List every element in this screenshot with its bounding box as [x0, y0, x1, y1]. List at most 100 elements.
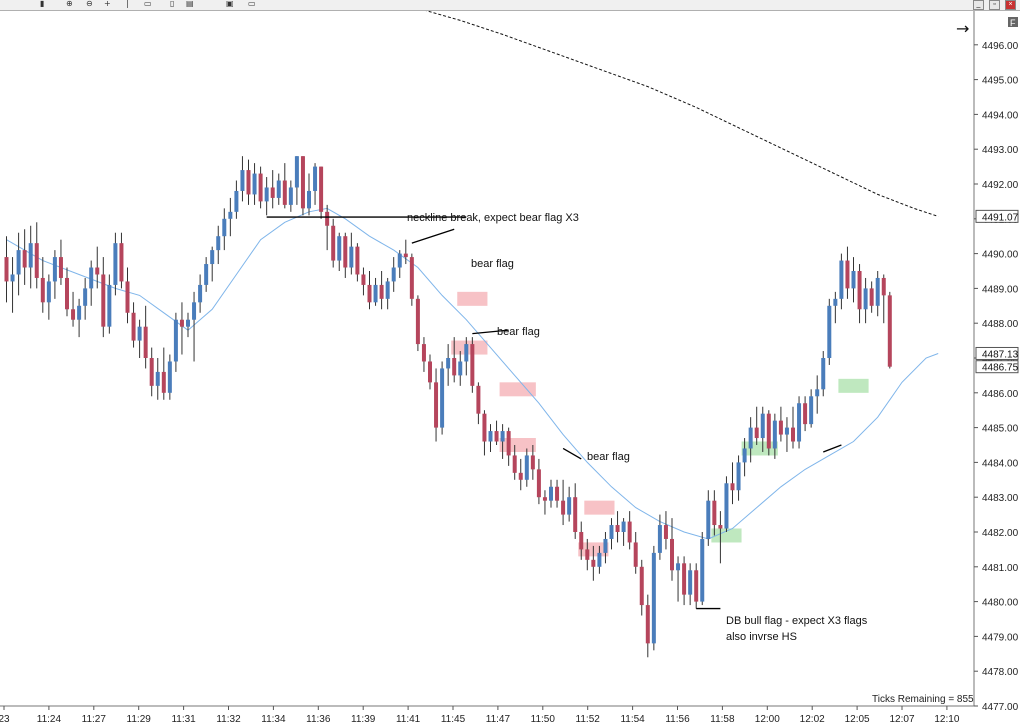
bear-zone-2 — [499, 382, 536, 397]
candle-84 — [512, 445, 517, 480]
candle-134 — [815, 375, 820, 414]
bear-zone-3 — [499, 438, 536, 452]
candle-body — [186, 319, 190, 327]
x-tick-label: 11:39 — [351, 714, 376, 724]
candle-body — [192, 302, 197, 320]
properties-icon[interactable]: | — [126, 0, 129, 8]
candle-94 — [573, 483, 578, 539]
x-tick-label: 11:58 — [710, 714, 735, 724]
candle-body — [355, 246, 360, 275]
candle-35 — [216, 225, 221, 265]
candle-body — [313, 166, 318, 191]
candle-body — [276, 180, 281, 198]
candle-body — [881, 277, 886, 296]
close-icon[interactable]: × — [1005, 0, 1016, 10]
candle-136 — [827, 298, 832, 365]
candle-body — [409, 257, 414, 299]
candle-body — [803, 403, 808, 425]
x-tick-label: 12:07 — [889, 714, 914, 724]
slow-moving-average-line — [423, 9, 939, 217]
image-icon[interactable]: ▣ — [226, 0, 234, 8]
candle-145 — [881, 274, 886, 324]
candle-19 — [119, 232, 124, 289]
candle-79 — [482, 410, 487, 456]
candle-body — [246, 170, 251, 195]
candle-18 — [113, 232, 118, 296]
candle-11 — [71, 291, 76, 327]
candle-body — [258, 173, 263, 202]
candle-58 — [355, 243, 360, 282]
minimize-icon[interactable]: _ — [973, 0, 984, 10]
candle-24 — [149, 347, 154, 397]
candle-124 — [754, 406, 759, 445]
x-tick-label: 23 — [0, 714, 10, 724]
candle-61 — [373, 277, 378, 306]
candle-95 — [579, 521, 584, 560]
candle-body — [391, 267, 396, 282]
x-tick-label: 11:41 — [396, 714, 421, 724]
candle-body — [101, 274, 106, 327]
candle-69 — [421, 337, 426, 372]
panel-toggle-button[interactable]: F — [1008, 17, 1018, 28]
strategy-icon[interactable]: ▤ — [186, 0, 194, 8]
candle-body — [518, 472, 523, 480]
zoom-out-icon[interactable]: ⊖ — [86, 0, 93, 8]
candle-91 — [555, 479, 560, 508]
candle-98 — [597, 545, 602, 574]
candle-20 — [125, 267, 130, 324]
candle-128 — [778, 406, 783, 442]
x-tick-label: 11:47 — [486, 714, 511, 724]
candle-89 — [542, 490, 547, 515]
candle-body — [71, 309, 76, 320]
candle-body — [167, 361, 172, 393]
candle-146 — [887, 291, 892, 369]
crosshair-icon[interactable]: + — [104, 0, 111, 8]
candle-body — [179, 319, 184, 327]
candle-body — [89, 267, 94, 289]
candle-body — [688, 570, 693, 595]
candle-body — [676, 563, 681, 571]
candle-39 — [240, 156, 245, 202]
candle-body — [766, 413, 771, 449]
maximize-icon[interactable]: ▫ — [989, 0, 1000, 10]
x-axis[interactable]: 23 11:24 11:27 11:29 11:31 11:32 11:34 11:36 11:… — [0, 705, 974, 724]
candle-body — [40, 277, 45, 303]
zoom-in-icon[interactable]: ⊕ — [66, 0, 73, 8]
candle-body — [22, 250, 27, 268]
candle-body — [34, 243, 39, 278]
candle-body — [845, 260, 850, 289]
candle-body — [107, 284, 112, 327]
candle-body — [65, 277, 69, 310]
candle-body — [482, 413, 487, 442]
candle-144 — [875, 271, 880, 317]
price-label-ma-fast-box — [975, 346, 1019, 360]
template-icon[interactable]: ▯ — [170, 0, 175, 8]
annotation-bear-flag-1: bear flag — [471, 258, 514, 270]
candlestick-icon[interactable]: ▮ — [40, 0, 45, 8]
candle-111 — [676, 556, 681, 602]
candle-body — [524, 455, 529, 480]
candle-body — [736, 462, 741, 491]
candle-body — [46, 281, 51, 303]
y-axis[interactable]: 4477.00 4478.00 4479.00 4480.00 4481.00 4482.… — [973, 10, 1020, 724]
candle-85 — [518, 458, 523, 491]
candle-body — [95, 267, 100, 275]
export-icon[interactable]: ▭ — [248, 0, 256, 8]
candle-105 — [639, 559, 644, 616]
x-tick-label: 12:10 — [934, 714, 959, 724]
ticks-remaining-status: Ticks Remaining = 855 — [872, 694, 974, 705]
data-box-icon[interactable]: ▭ — [144, 0, 152, 8]
candle-120 — [730, 462, 735, 505]
candle-13 — [83, 277, 88, 320]
price-label-last-text: 4486.75 — [982, 363, 1019, 374]
chart-toolbar: ▮ ⊕ ⊖ + | ▭ ▯ ▤ ▣ ▭ _ ▫ × — [0, 0, 1020, 11]
x-tick-label: 11:34 — [261, 714, 286, 724]
candle-body — [530, 455, 535, 470]
y-tick-label: 4489.00 — [982, 284, 1019, 295]
x-tick-label: 12:05 — [845, 714, 870, 724]
candle-5 — [34, 222, 39, 289]
scroll-right-arrow-icon[interactable]: → — [956, 19, 969, 38]
candle-7 — [46, 274, 51, 320]
candle-52 — [319, 166, 324, 219]
